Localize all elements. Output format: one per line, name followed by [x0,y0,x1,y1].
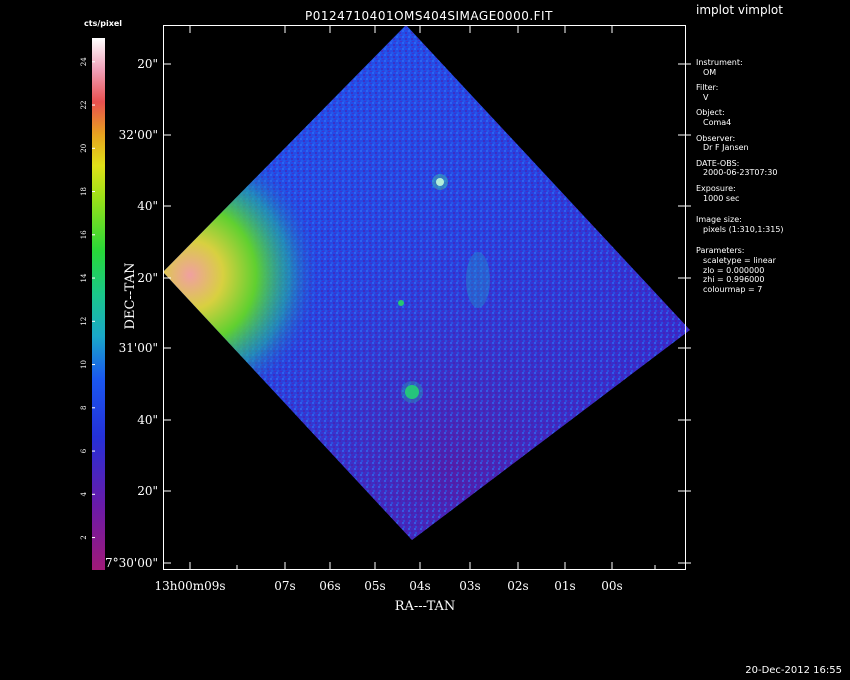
instrument-value: OM [703,67,717,77]
x-axis-ticks: 13h00m09s 07s 06s 05s 04s 03s 02s 01s 00s [154,25,656,593]
instrument-label: Instrument: [696,58,743,67]
colorbar-tick-label: 8 [80,406,88,410]
x-axis-label: RA---TAN [395,599,456,614]
x-tick-label: 05s [364,579,385,593]
colorbar-ticks: 24 22 20 18 16 14 12 10 8 6 4 2 [80,57,95,540]
y-tick-label: 40" [137,413,158,427]
image-size-label: Image size: [696,215,742,225]
observer-value: Dr F Jansen [703,143,749,153]
x-tick-label: 00s [601,579,622,593]
y-tick-label: 40" [137,199,158,213]
y-tick-label: 31'00" [119,341,158,355]
y-axis-label: DEC--TAN [123,263,138,330]
x-tick-label: 02s [507,579,528,593]
y-tick-label: 20" [137,484,158,498]
x-tick-label: 07s [274,579,295,593]
exposure-value: 1000 sec [703,193,740,203]
filter-value: V [703,92,709,102]
colorbar-label: cts/pixel [84,19,123,28]
info-panel: Instrument: OM Filter: V Object: Coma4 O… [696,58,846,294]
x-tick-label: 01s [554,579,575,593]
colourmap-value: colourmap = 7 [703,284,763,294]
colorbar-tick-label: 14 [80,273,88,282]
y-tick-label: 20" [137,271,158,285]
colorbar-tick-label: 10 [80,360,88,369]
date-label: DATE-OBS: [696,158,740,168]
observer-label: Observer: [696,133,736,143]
plot-title: P0124710401OMS404SIMAGE0000.FIT [305,9,553,23]
colorbar [92,38,105,570]
x-tick-label: 04s [409,579,430,593]
zlo-value: zlo = 0.000000 [703,265,765,275]
date-value: 2000-06-23T07:30 [703,168,778,178]
y-axis-ticks: 20" 32'00" 40" 20" 31'00" 40" 20" 7°30'00" [105,57,691,570]
colorbar-tick-label: 2 [80,535,88,539]
y-tick-label: 20" [137,57,158,71]
colorbar-tick-label: 12 [80,317,88,326]
x-tick-label: 13h00m09s [154,579,225,593]
object-value: Coma4 [703,117,732,127]
colorbar-tick-label: 4 [80,492,88,497]
image-size-value: pixels (1:310,1:315) [703,224,784,234]
colorbar-tick-label: 18 [80,187,88,196]
exposure-label: Exposure: [696,183,736,193]
y-tick-label: 32'00" [119,128,158,142]
bright-star [436,178,444,186]
x-tick-label: 03s [459,579,480,593]
x-tick-label: 06s [319,579,340,593]
scaletype-value: scaletype = linear [703,255,776,265]
bright-galaxy-region [163,160,355,390]
object-label: Object: [696,108,725,118]
colorbar-tick-label: 24 [80,57,88,66]
zhi-value: zhi = 0.996000 [703,275,765,285]
app-title: implot vimplot [696,3,783,17]
plot-frame [163,25,686,570]
colorbar-tick-label: 20 [80,144,88,153]
filter-label: Filter: [696,83,719,93]
y-tick-label: 7°30'00" [105,556,158,570]
source-small [398,300,404,306]
timestamp: 20-Dec-2012 16:55 [745,665,842,676]
source-green [405,385,419,399]
parameters-label: Parameters: [696,246,745,256]
colorbar-tick-label: 16 [80,230,88,239]
colorbar-tick-label: 6 [80,448,88,453]
sky-image [163,25,690,540]
colorbar-tick-label: 22 [80,101,88,110]
